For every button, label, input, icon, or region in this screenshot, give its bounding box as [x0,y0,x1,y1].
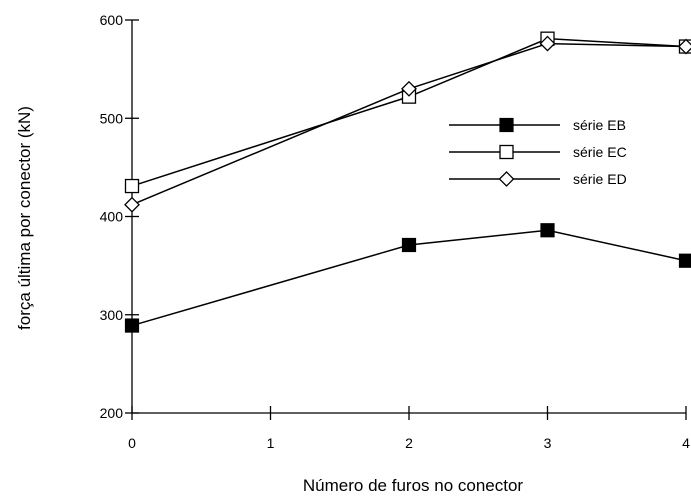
y-tick-label: 600 [100,12,124,28]
x-tick-label: 3 [544,435,552,451]
data-point [124,318,140,333]
x-axis-title: Número de furos no conector [303,476,524,495]
series-ec [124,31,691,194]
y-tick-label: 200 [100,405,124,421]
data-point [678,253,691,268]
data-point [540,223,555,238]
series-line [131,229,687,327]
x-tick-label: 0 [128,435,136,451]
data-point [124,196,140,213]
legend-label: série EB [573,117,626,133]
legend-marker [499,117,514,133]
legend-marker [499,144,514,160]
legend-entry-ed: série ED [449,171,627,187]
series-eb [124,223,691,333]
data-point [401,80,417,97]
legend-marker [498,171,515,187]
legend-label: série EC [573,144,627,160]
legend: série EB série EC série ED [449,117,627,187]
y-tick-label: 500 [100,110,124,126]
axes: 200 300 400 500 600 0 1 2 3 4 [100,12,690,451]
series-layer [124,31,691,333]
series-line [131,42,687,206]
x-tick-label: 2 [405,435,413,451]
legend-label: série ED [573,171,627,187]
legend-entry-ec: série EC [449,144,627,160]
x-tick-label: 4 [682,435,690,451]
legend-entry-eb: série EB [449,117,626,133]
y-tick-label: 400 [100,209,124,225]
y-tick-label: 300 [100,307,124,323]
data-point [401,237,417,253]
y-axis-title: força última por conector (kN) [15,106,34,330]
x-tick-label: 1 [267,435,275,451]
series-line [131,37,687,187]
data-point [124,178,140,194]
data-point [539,35,556,52]
